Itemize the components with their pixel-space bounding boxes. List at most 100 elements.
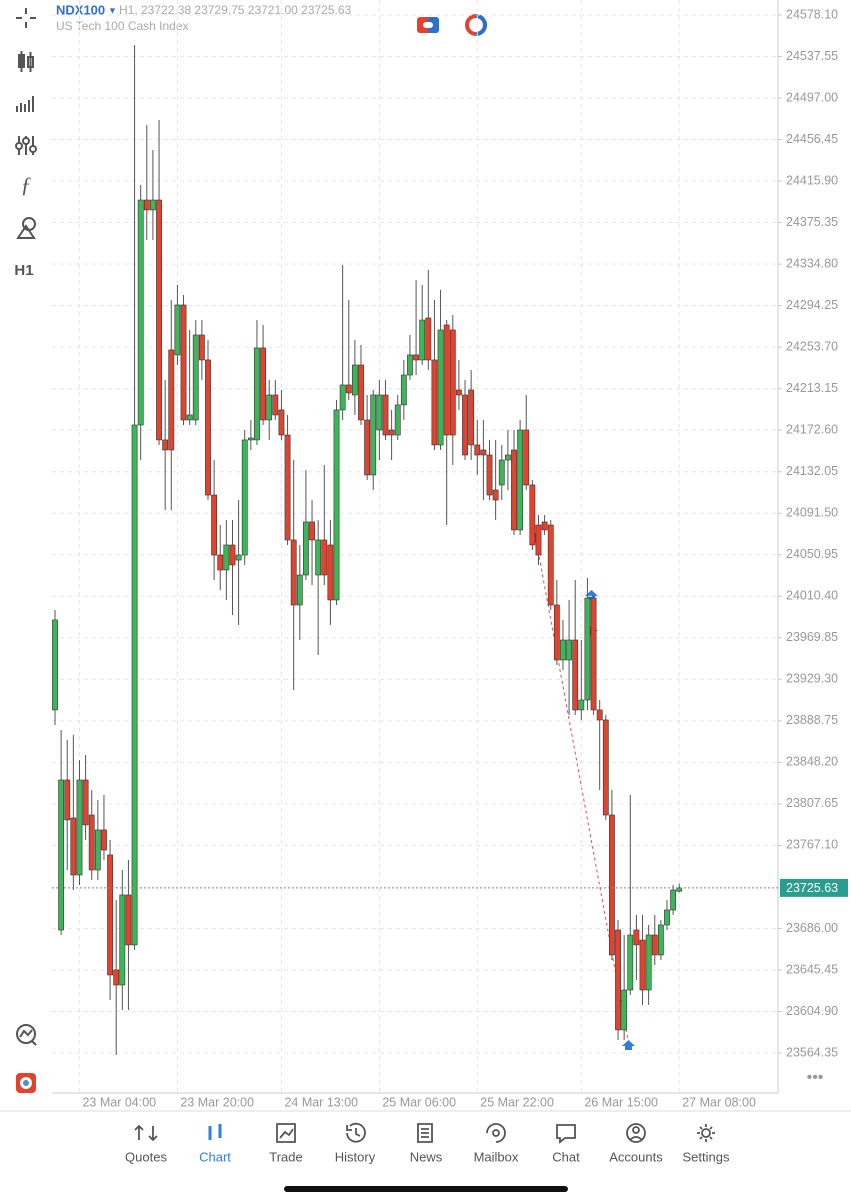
candle-body bbox=[541, 521, 548, 531]
candle-body bbox=[168, 349, 175, 451]
y-tick-label: 24456.45 bbox=[786, 132, 838, 146]
volume-tool[interactable] bbox=[16, 96, 34, 112]
candle-body bbox=[572, 639, 579, 711]
tab[interactable]: Settings bbox=[683, 1124, 730, 1164]
tab-icon bbox=[486, 1123, 506, 1143]
candle-body bbox=[156, 199, 162, 441]
candle-body bbox=[309, 521, 315, 541]
y-tick-label: 24050.95 bbox=[786, 547, 838, 561]
tab-label: History bbox=[335, 1149, 376, 1164]
candle-body bbox=[247, 437, 254, 441]
tab[interactable]: History bbox=[335, 1122, 376, 1165]
tab[interactable]: Chat bbox=[552, 1124, 580, 1164]
candle-body bbox=[664, 909, 670, 926]
candle-body bbox=[303, 521, 309, 576]
candle-body bbox=[676, 887, 683, 892]
y-tick-label: 23604.90 bbox=[786, 1004, 838, 1018]
candle-body bbox=[76, 779, 83, 876]
candle-body bbox=[425, 317, 432, 361]
candle-body bbox=[229, 544, 236, 566]
objects-tool[interactable] bbox=[16, 217, 36, 239]
candle-body bbox=[486, 454, 493, 496]
candle-body bbox=[296, 574, 303, 606]
candle-body bbox=[58, 779, 65, 931]
symbol[interactable]: NDX100 bbox=[56, 2, 105, 17]
y-tick-label: 24091.50 bbox=[786, 506, 838, 520]
candle-body bbox=[290, 539, 297, 606]
candle-body bbox=[272, 394, 279, 416]
tab-label: Settings bbox=[683, 1149, 730, 1164]
candle-body bbox=[492, 489, 499, 501]
candle-body bbox=[64, 779, 71, 821]
candle-body bbox=[345, 384, 352, 394]
trade-button-half bbox=[475, 14, 487, 36]
candle-body bbox=[186, 414, 193, 421]
candle-body bbox=[578, 699, 585, 711]
candle-body bbox=[609, 814, 615, 956]
candle-body bbox=[107, 854, 113, 976]
candle-body bbox=[419, 319, 426, 361]
candle-body bbox=[523, 429, 530, 486]
toolbar[interactable]: ƒ H1 bbox=[14, 8, 37, 1093]
candle-body bbox=[621, 989, 628, 1031]
candle-body bbox=[284, 434, 291, 541]
x-tick-label: 24 Mar 13:00 bbox=[284, 1095, 358, 1109]
one-click-button-half bbox=[428, 17, 439, 33]
top-actions[interactable] bbox=[417, 14, 487, 36]
y-tick-label: 23929.30 bbox=[786, 672, 838, 686]
candle-body bbox=[94, 829, 101, 871]
candle-body bbox=[113, 969, 120, 986]
symbol-dropdown[interactable]: ▼ bbox=[108, 5, 117, 15]
candle-body bbox=[358, 364, 364, 421]
candle-body bbox=[468, 389, 475, 446]
tab[interactable]: Quotes bbox=[125, 1124, 167, 1164]
candle-body bbox=[413, 354, 419, 361]
candle-body bbox=[449, 329, 456, 436]
trading-tool[interactable] bbox=[16, 1024, 37, 1046]
tab-label: Quotes bbox=[125, 1149, 167, 1164]
candle-body bbox=[388, 429, 395, 436]
candle-body bbox=[174, 304, 181, 356]
candle-body bbox=[627, 934, 634, 991]
candle-body bbox=[370, 394, 377, 476]
candle-body bbox=[223, 544, 230, 571]
candle-body bbox=[596, 709, 603, 721]
tab-label: News bbox=[410, 1149, 443, 1164]
y-tick-label: 23888.75 bbox=[786, 713, 838, 727]
y-tick-label: 24213.15 bbox=[786, 381, 838, 395]
tab-icon bbox=[556, 1124, 576, 1144]
candle-body bbox=[602, 719, 609, 816]
candle-body bbox=[260, 347, 266, 421]
candle-body bbox=[278, 409, 285, 436]
y-tick-label: 23848.20 bbox=[786, 755, 838, 769]
candle-body bbox=[101, 829, 107, 851]
tab[interactable]: Trade bbox=[269, 1123, 303, 1164]
candle-body bbox=[364, 419, 371, 476]
x-tick-label: 27 Mar 08:00 bbox=[682, 1095, 756, 1109]
tab[interactable]: Mailbox bbox=[474, 1123, 519, 1164]
tab-icon bbox=[417, 1123, 433, 1143]
x-tick-label: 25 Mar 06:00 bbox=[382, 1095, 456, 1109]
chart-type-tool[interactable] bbox=[18, 51, 34, 72]
indicators-tool[interactable] bbox=[15, 136, 37, 155]
candle-body bbox=[315, 539, 322, 576]
more-button[interactable]: ••• bbox=[807, 1069, 824, 1086]
y-tick-label: 24294.25 bbox=[786, 298, 838, 312]
tab-label: Chart bbox=[199, 1149, 231, 1164]
candle-body bbox=[192, 334, 199, 421]
candle-body bbox=[351, 364, 358, 396]
candle-body bbox=[137, 199, 144, 426]
candle-body bbox=[162, 439, 169, 451]
candle-body bbox=[443, 324, 450, 436]
candle-body bbox=[511, 449, 517, 531]
one-click-tool[interactable] bbox=[16, 1073, 36, 1093]
y-tick-label: 24415.90 bbox=[786, 173, 838, 187]
tab[interactable]: News bbox=[410, 1123, 443, 1164]
tab[interactable]: Chart bbox=[199, 1124, 231, 1164]
tab[interactable]: Accounts bbox=[609, 1123, 663, 1164]
tab-icon bbox=[626, 1123, 646, 1143]
y-tick-label: 23686.00 bbox=[786, 921, 838, 935]
crosshair-tool[interactable] bbox=[16, 8, 36, 28]
